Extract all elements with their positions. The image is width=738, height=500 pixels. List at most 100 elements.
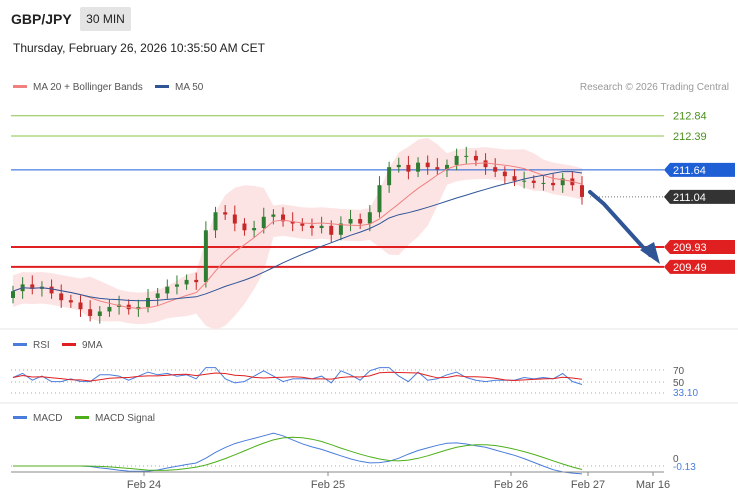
candle-body [358,219,363,224]
x-tick-label: Mar 16 [636,479,670,491]
level-tag-2 [664,162,735,177]
level-tag-3 [664,189,735,204]
level-label-0: 212.84 [673,111,707,123]
candle-body [223,212,228,215]
candle-body [367,212,372,224]
candle-body [281,214,286,222]
level-tag-4 [664,239,735,254]
ma20-line [12,162,583,309]
candle-body [232,214,237,224]
candle-body [174,284,179,287]
candle-body [348,219,353,224]
rsi-tick-70: 70 [673,366,685,377]
candle-body [290,221,295,224]
candle-body [406,164,411,172]
candle-body [377,185,382,213]
candle-body [531,180,536,183]
level-label-1: 212.39 [673,131,707,143]
legend-rsi-ma-swatch [62,343,76,346]
candle-body [165,286,170,294]
candle-body [502,171,507,177]
candle-body [88,309,93,316]
candle-body [435,167,440,170]
x-tick-label: Feb 25 [311,479,345,491]
candles [11,146,584,324]
candle-body [203,230,208,283]
candle-body [580,185,584,197]
macd-line [13,432,583,475]
forecast-arrowhead [640,242,660,264]
legend-rsi-swatch [13,343,27,346]
level-label-4: 209.93 [673,242,707,254]
timeframe-badge[interactable]: 30 MIN [80,7,131,31]
price-levels [11,115,664,268]
legend-macd-signal-label: MACD Signal [95,413,155,424]
level-label-2: 211.64 [673,165,706,177]
candle-body [213,212,218,231]
candle-body [11,291,15,298]
legend-macd-label: MACD [33,413,62,424]
credit-text: Research © 2026 Trading Central [580,82,729,93]
x-tick-label: Feb 24 [127,479,161,491]
candle-body [329,225,334,235]
rsi-last-value: 33.10 [673,388,698,399]
candle-body [387,167,392,186]
candle-body [271,214,276,217]
candle-body [464,155,469,157]
level-labels: 212.84 212.39 211.64 211.04 209.93 209.49 [664,111,735,274]
rsi-ma-line [12,371,583,382]
x-tick-label: Feb 26 [494,479,528,491]
forecast-arrow [588,190,652,257]
candle-body [68,300,73,303]
bollinger-area [13,137,582,330]
candle-body [396,164,401,168]
candle-body [78,302,83,310]
macd-tick-0: 0 [673,454,679,465]
x-axis-ticks: Feb 24 Feb 25 Feb 26 Feb 27 Mar 16 [127,472,670,491]
candle-body [107,306,112,312]
candle-body [30,284,35,289]
candle-body [416,162,421,172]
candle-body [252,228,257,231]
candle-body [261,216,266,229]
macd-signal-line [13,436,583,471]
report-datetime: Thursday, February 26, 2026 10:35:50 AM … [13,41,265,55]
candle-body [300,223,305,226]
candle-body [184,279,189,285]
level-tag-5 [664,259,735,274]
symbol-title: GBP/JPY [11,11,72,27]
legend-ma50-label: MA 50 [175,82,204,93]
candle-body [194,279,199,283]
bollinger-bands [13,137,582,330]
candle-body [59,293,64,301]
candle-body [126,304,131,310]
legend-bollinger-swatch [13,85,27,88]
level-label-5: 209.49 [673,262,707,274]
rsi-line [12,367,583,385]
candle-body [309,225,314,229]
ma50-line [12,171,583,302]
candle-body [97,311,102,316]
candle-body [541,182,546,184]
legend-rsi-ma-label: 9MA [82,340,103,351]
candle-body [473,155,478,161]
candle-body [512,176,517,181]
legend-macd-swatch [13,416,27,419]
legend-rsi-label: RSI [33,340,50,351]
x-tick-label: Feb 27 [571,479,605,491]
candle-body [454,155,459,165]
candle-body [560,178,565,186]
rsi-tick-50: 50 [673,378,685,389]
candle-body [444,164,449,170]
candle-body [522,180,527,182]
candle-body [483,160,488,168]
legend-macd-signal-swatch [75,416,89,419]
macd-last-value: -0.13 [673,462,696,473]
candle-body [49,286,54,294]
candle-body [146,297,151,307]
candle-body [319,225,324,229]
candle-body [338,223,343,235]
moving-averages [12,162,583,309]
